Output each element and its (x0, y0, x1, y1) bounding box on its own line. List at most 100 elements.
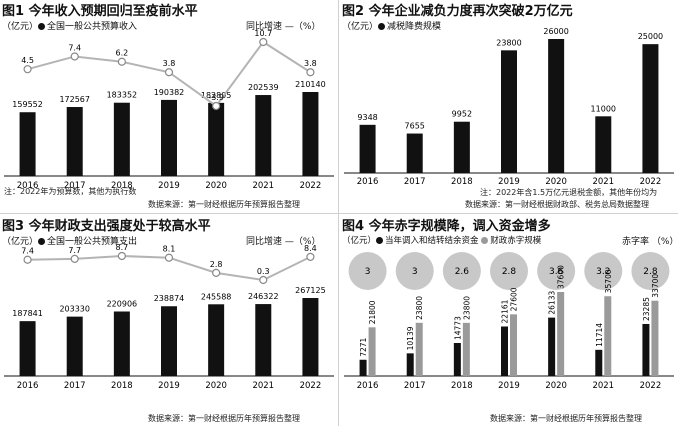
chart-3-unit: （亿元） 全国一般公共预算支出 (2, 237, 138, 247)
chart-3-bar-label-2018: 220906 (107, 299, 138, 308)
chart-2-note: 注：2022年含1.5万亿元退税金额，其他年份均为 (480, 188, 658, 197)
chart-2-title: 图2 今年企业减负力度再次突破2万亿元 (342, 4, 573, 19)
chart-3-bar-2017 (66, 316, 83, 376)
chart-2-tick-2018: 2018 (451, 177, 473, 187)
chart-3-point-2019 (164, 253, 174, 262)
chart-4-deficit-rate-circle-2018 (442, 252, 481, 290)
chart-2-bar-label-2022: 25000 (638, 32, 663, 41)
chart-4-deficit-rate-circle-2021 (584, 252, 623, 290)
chart-4-deficit-rate-circle-2017 (395, 252, 434, 290)
chart-3-bar-2022 (302, 298, 319, 376)
chart-1-bar-2019 (161, 99, 177, 176)
chart-4-bar-transfer-label-2019: 22161 (501, 299, 510, 323)
chart-4-deficit-rate-label-2018: 2.6 (455, 267, 470, 277)
chart-1-point-2022 (306, 68, 315, 77)
panel-divider-horizontal (0, 213, 678, 214)
chart-3-point-2017 (70, 254, 79, 263)
chart-3-bar-label-2019: 238874 (154, 294, 185, 303)
chart-1-tick-2017: 2017 (64, 181, 86, 191)
chart-panel-2: 图2 今年企业减负力度再次突破2万亿元 （亿元） 减税降费规模 9348 2016 7… (340, 0, 676, 212)
chart-2-tick-2016: 2016 (357, 177, 379, 187)
chart-4-bar-transfer-label-2016: 7271 (359, 337, 368, 356)
chart-1-unit: （亿元） 全国一般公共预算收入 (2, 22, 138, 32)
chart-3-point-label-2019: 8.1 (163, 245, 176, 254)
chart-4-bar-deficit-2020 (557, 292, 565, 376)
chart-4-deficit-rate-label-2017: 3 (412, 267, 418, 277)
chart-4-deficit-rate-label-2019: 2.8 (502, 267, 517, 277)
chart-1-bar-label-2022: 210140 (295, 80, 326, 89)
chart-2-plot: 9348 2016 7655 2017 9952 2018 23800 2019 26000 20… (344, 27, 674, 187)
chart-1-bar-label-2019: 190382 (154, 88, 185, 97)
chart-4-tick-2022: 2022 (640, 381, 662, 391)
chart-1-point-2020 (212, 101, 221, 111)
chart-4-source: 数据来源：第一财经根据历年预算报告整理 (490, 414, 642, 423)
chart-4-bar-deficit-label-2018: 23800 (462, 296, 471, 320)
chart-4-bar-transfer-2018 (453, 342, 461, 376)
chart-2-tick-2017: 2017 (404, 177, 426, 187)
chart-2-bar-label-2018: 9952 (452, 110, 472, 119)
chart-4-tick-2019: 2019 (498, 381, 520, 391)
chart-3-point-label-2020: 2.8 (210, 260, 223, 269)
chart-1-bar-label-2018: 183352 (107, 91, 138, 100)
chart-3-tick-2017: 2017 (64, 381, 86, 391)
chart-panel-3: 图3 今年财政支出强度处于较高水平 （亿元） 全国一般公共预算支出 同比增速 —（… (0, 215, 336, 426)
chart-4-bar-deficit-label-2016: 21800 (368, 300, 377, 324)
chart-2-bar-label-2017: 7655 (405, 122, 425, 131)
chart-4-deficit-rate-circle-2019 (490, 252, 528, 290)
chart-1-note: 注：2022年为预算数，其他为执行数 (4, 187, 137, 196)
chart-3-bar-2016 (19, 321, 36, 376)
chart-3-title: 图3 今年财政支出强度处于较高水平 (2, 219, 211, 234)
chart-2-tick-2022: 2022 (640, 177, 662, 187)
chart-4-bar-transfer-label-2022: 23285 (642, 297, 651, 321)
chart-3-source: 数据来源：第一财经根据历年预算报告整理 (148, 414, 300, 423)
chart-3-point-2021 (259, 275, 268, 285)
chart-1-point-label-2018: 6.2 (115, 49, 128, 58)
chart-4-tick-2016: 2016 (357, 381, 379, 391)
chart-1-point-label-2021: 10.7 (254, 29, 272, 38)
chart-1-point-2018 (117, 57, 126, 66)
chart-4-bar-deficit-label-2020: 37600 (557, 265, 566, 289)
chart-4-bar-transfer-2020 (548, 317, 556, 376)
chart-3-bar-label-2017: 203330 (59, 305, 90, 314)
chart-4-tick-2017: 2017 (404, 381, 426, 391)
chart-3-point-label-2018: 8.7 (115, 243, 128, 252)
chart-2-bar-label-2020: 26000 (543, 27, 568, 36)
chart-1-point-label-2017: 7.4 (68, 43, 81, 52)
chart-1-tick-2018: 2018 (111, 181, 133, 191)
chart-3-point-label-2022: 8.4 (304, 244, 317, 253)
chart-panel-4: 图4 今年赤字规模降，调入资金增多 （亿元） 当年调入和结转结余资金 财政赤字规模… (340, 215, 678, 426)
chart-4-tick-2021: 2021 (592, 381, 614, 391)
chart-1-point-2019 (164, 68, 174, 77)
chart-3-point-2022 (306, 252, 315, 261)
chart-3-legend-bar: 全国一般公共预算支出 (47, 237, 138, 247)
chart-3-bar-label-2021: 246322 (248, 292, 279, 301)
chart-4-bar-transfer-2019 (501, 326, 508, 376)
chart-4-bar-deficit-label-2017: 23800 (415, 296, 424, 320)
chart-2-bar-2018 (453, 121, 470, 173)
chart-4-deficit-rate-circle-2022 (631, 252, 670, 290)
chart-2-tick-2020: 2020 (545, 177, 567, 187)
chart-4-bar-transfer-2022 (642, 323, 650, 376)
chart-1-bar-label-2021: 202539 (248, 83, 279, 92)
chart-3-bar-label-2020: 245588 (201, 292, 232, 301)
chart-1-bar-2018 (113, 102, 130, 176)
chart-4-bar-deficit-2018 (462, 322, 470, 376)
chart-1-bar-label-2020: 182895 (201, 91, 232, 100)
chart-3-bar-2021 (255, 304, 272, 376)
chart-3-point-label-2017: 7.7 (68, 246, 81, 255)
chart-4-tick-2020: 2020 (545, 381, 567, 391)
chart-4-plot: 372712180020163101392380020172.614773238… (344, 252, 674, 391)
chart-2-bar-2021 (595, 116, 612, 173)
chart-1-point-2017 (70, 52, 79, 61)
chart-1-bar-2020 (208, 102, 225, 176)
chart-3-point-label-2016: 7.4 (21, 247, 34, 256)
chart-4-bar-deficit-label-2019: 27600 (510, 287, 519, 311)
chart-3-bar-2019 (161, 306, 177, 376)
chart-4-bar-transfer-label-2021: 11714 (595, 323, 604, 347)
chart-4-title: 图4 今年赤字规模降，调入资金增多 (342, 219, 551, 234)
chart-1-point-label-2019: 3.8 (163, 59, 176, 68)
chart-1-point-2016 (23, 65, 32, 74)
chart-3-bar-2020 (208, 304, 225, 376)
chart-3-tick-2021: 2021 (252, 381, 274, 391)
chart-1-tick-2016: 2016 (17, 181, 39, 191)
